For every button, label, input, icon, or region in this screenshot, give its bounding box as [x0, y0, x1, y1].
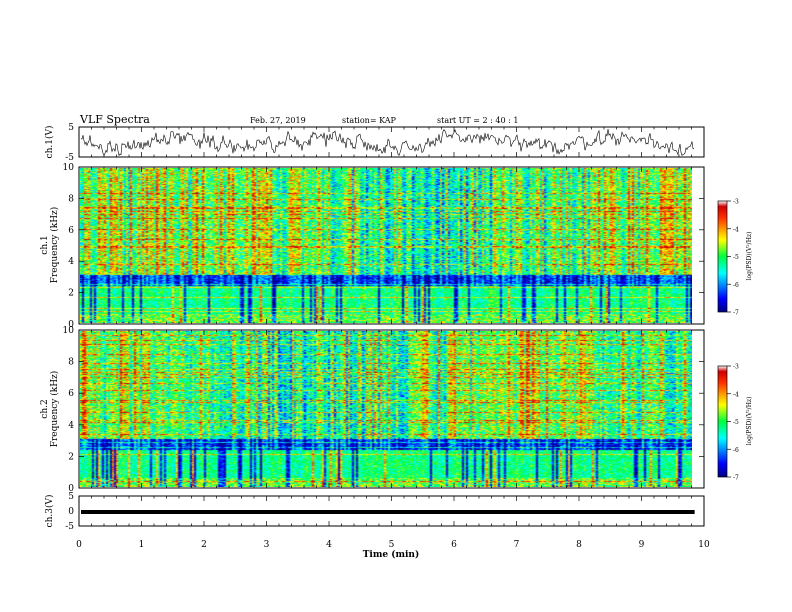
ch2-colorbar-ticks: -3 -4 -5 -6 -7: [727, 364, 739, 482]
colorbar-tick-label: -7: [733, 310, 739, 317]
ch2-colorbar-label: log(PSD)(V²/Hz): [746, 397, 753, 446]
time-tick-label: 0: [76, 540, 82, 550]
time-tick-label: 9: [639, 540, 645, 550]
time-axis-tick-labels: 0 1 2 3 4 5 6 7 8 9 10: [76, 540, 710, 550]
colorbar-tick-label: -7: [733, 475, 739, 482]
frequency-tick-label: 6: [68, 226, 74, 236]
ch3-waveform-ylabel: ch.3(V): [44, 495, 55, 528]
colorbar-tick-label: -6: [733, 282, 739, 289]
ch2-frequency-ticks: 0 2 4 6 8 10: [63, 326, 704, 494]
frequency-tick-label: 2: [68, 452, 74, 462]
frequency-tick-label: 2: [68, 289, 74, 299]
frequency-tick-label: 8: [68, 358, 74, 368]
colorbar-tick-label: -4: [733, 391, 739, 398]
frequency-tick-label: 6: [68, 389, 74, 399]
ch1-spectrogram-panel: 0 2 4 6 8 10 ch.1 Frequency (kHz): [40, 163, 705, 330]
time-tick-label: 6: [451, 540, 457, 550]
ch2-spectrogram-panel: 0 2 4 6 8 10 ch.2 Frequency (kHz): [40, 326, 705, 494]
ch2-spectrogram-ticks: [78, 330, 705, 488]
ch2-spectrogram-image: [80, 331, 692, 487]
ch1-spectrogram-image: [80, 168, 692, 323]
ch3-waveform-ticks: [78, 496, 705, 526]
ch1-waveform-ylabel: ch.1(V): [44, 126, 55, 159]
ch1-spectrogram-ylabel-channel: ch.1: [40, 235, 50, 254]
ch1-colorbar-ticks: -3 -4 -5 -6 -7: [727, 199, 739, 317]
ch1-spectrogram-ticks: [78, 167, 705, 324]
time-tick-label: 1: [139, 540, 145, 550]
colorbar-tick-label: -5: [733, 254, 739, 261]
ch1-colorbar: -3 -4 -5 -6 -7 log(PSD)(V²/Hz): [717, 199, 753, 317]
ch3-ytick-bottom: -5: [65, 522, 74, 532]
start-time-label: start UT = 2 : 40 : 1: [437, 116, 518, 125]
ch3-waveform-panel: 5 0 -5 ch.3(V): [44, 492, 705, 532]
time-tick-label: 2: [201, 540, 207, 550]
time-tick-label: 4: [326, 540, 332, 550]
ch1-frequency-ticks: 0 2 4 6 8 10: [63, 163, 704, 330]
colorbar-tick-label: -3: [733, 199, 739, 206]
colorbar-tick-label: -3: [733, 364, 739, 371]
ch2-colorbar-gradient: [717, 365, 728, 478]
colorbar-tick-label: -6: [733, 447, 739, 454]
frequency-tick-label: 0: [68, 320, 74, 330]
ch3-ytick-middle: 0: [68, 507, 74, 517]
date-label: Feb. 27, 2019: [250, 116, 306, 125]
frequency-tick-label: 0: [68, 484, 74, 494]
ch2-spectrogram-ylabel-frequency: Frequency (kHz): [49, 371, 60, 448]
ch1-spectrogram-ylabel-frequency: Frequency (kHz): [49, 207, 60, 284]
ch2-spectrogram-ylabel-channel: ch.2: [40, 399, 50, 418]
frequency-tick-label: 8: [68, 194, 74, 204]
ch1-waveform-line: [80, 129, 695, 157]
colorbar-tick-label: -5: [733, 419, 739, 426]
frequency-tick-label: 4: [68, 421, 74, 431]
ch1-ytick-top: 5: [68, 123, 74, 133]
time-tick-label: 7: [514, 540, 520, 550]
time-tick-label: 3: [264, 540, 270, 550]
figure-title: VLF Spectra: [79, 113, 150, 126]
ch1-colorbar-label: log(PSD)(V²/Hz): [746, 232, 753, 281]
time-axis-label: Time (min): [363, 549, 420, 560]
frequency-tick-label: 10: [63, 163, 75, 173]
colorbar-tick-label: -4: [733, 226, 739, 233]
time-tick-label: 10: [698, 540, 710, 550]
frequency-tick-label: 4: [68, 257, 74, 267]
time-tick-label: 5: [389, 540, 395, 550]
ch3-ytick-top: 5: [68, 492, 74, 502]
time-tick-label: 8: [576, 540, 582, 550]
ch2-colorbar: -3 -4 -5 -6 -7 log(PSD)(V²/Hz): [717, 364, 753, 482]
ch1-waveform-ticks: [78, 127, 705, 157]
ch1-waveform-panel: 5 -5 ch.1(V): [44, 123, 705, 163]
frequency-tick-label: 10: [63, 326, 75, 336]
ch1-colorbar-gradient: [717, 200, 728, 313]
ch1-ytick-bottom: -5: [65, 153, 74, 163]
station-label: station= KAP: [342, 116, 397, 125]
